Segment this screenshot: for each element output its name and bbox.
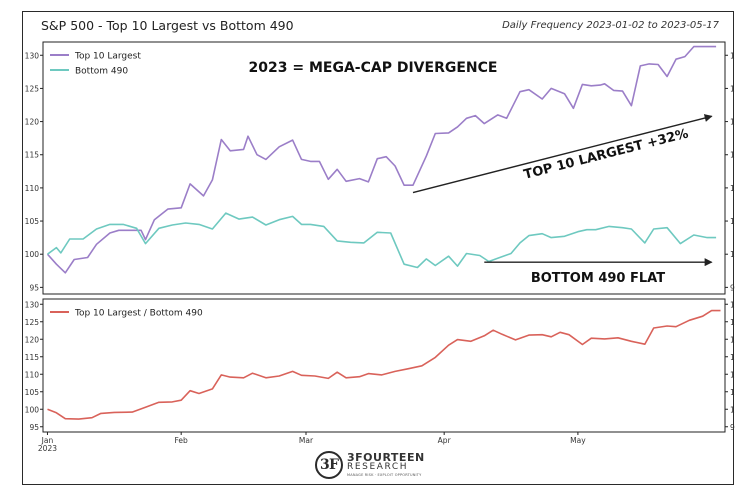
legend-label-bottom490: Bottom 490 [75, 67, 128, 77]
y-tick-label-left: 105 [25, 388, 40, 397]
chart-frame: S&P 500 - Top 10 Largest vs Bottom 490 D… [22, 11, 735, 485]
x-tick-label: Apr [438, 436, 452, 445]
y-tick-label-left: 100 [25, 405, 40, 414]
x-tick-label: Jan [41, 436, 54, 445]
y-tick-label-left: 105 [25, 217, 40, 226]
legend-label-top10: Top 10 Largest [74, 52, 141, 62]
y-tick-label-left: 100 [25, 250, 40, 259]
y-tick-label-right: 130 [730, 51, 735, 60]
y-tick-label-right: 110 [730, 184, 735, 193]
y-tick-label-left: 125 [25, 318, 40, 327]
y-tick-label-right: 95 [730, 283, 735, 292]
y-tick-label-right: 120 [730, 118, 735, 127]
y-tick-label-right: 120 [730, 335, 735, 344]
y-tick-label-left: 130 [25, 300, 40, 309]
annotation-arrow-1 [412, 114, 713, 194]
plot-area-1 [42, 41, 726, 295]
y-tick-label-left: 95 [29, 283, 39, 292]
y-tick-label-left: 120 [25, 118, 40, 127]
x-tick-label: 2023 [38, 444, 57, 453]
series-line-bottom490 [47, 212, 717, 269]
logo-tagline: MANAGE RISK · EXPLOIT OPPORTUNITY [347, 473, 422, 477]
logo-subtitle: RESEARCH [347, 462, 409, 472]
y-tick-label-right: 100 [730, 405, 735, 414]
y-tick-label-right: 125 [730, 318, 735, 327]
chart-subtitle: Daily Frequency 2023-01-02 to 2023-05-17 [502, 20, 719, 31]
chart-title: S&P 500 - Top 10 Largest vs Bottom 490 [41, 18, 294, 33]
y-tick-label-right: 95 [730, 423, 735, 432]
series-line-ratio [47, 309, 721, 420]
x-tick-label: Mar [299, 436, 314, 445]
y-tick-label-right: 130 [730, 300, 735, 309]
y-tick-label-left: 110 [25, 184, 40, 193]
legend-label-ratio: Top 10 Largest / Bottom 490 [74, 309, 203, 319]
plot-area-2 [42, 298, 726, 433]
y-tick-label-right: 105 [730, 388, 735, 397]
y-tick-label-left: 115 [25, 151, 40, 160]
x-tick-label: Feb [175, 436, 189, 445]
y-tick-label-right: 100 [730, 250, 735, 259]
y-tick-label-left: 110 [25, 370, 40, 379]
y-tick-label-left: 130 [25, 51, 40, 60]
y-tick-label-right: 115 [730, 151, 735, 160]
y-tick-label-right: 125 [730, 84, 735, 93]
annotation-label-bottom490: BOTTOM 490 FLAT [531, 271, 665, 286]
y-tick-label-left: 95 [29, 423, 39, 432]
y-tick-label-left: 115 [25, 353, 40, 362]
chart-headline: 2023 = MEGA-CAP DIVERGENCE [249, 60, 498, 76]
y-tick-label-right: 115 [730, 353, 735, 362]
chart-canvas: 95 95 100 100 105 105 110 110 115 115 120 120 125 125… [25, 41, 735, 453]
annotation-label-top10: TOP 10 LARGEST +32% [522, 126, 690, 182]
x-tick-label: May [570, 436, 586, 445]
y-tick-label-left: 125 [25, 84, 40, 93]
series-line-top10 [46, 45, 717, 274]
logo-name: 3FOURTEEN [347, 451, 425, 464]
y-tick-label-right: 105 [730, 217, 735, 226]
y-tick-label-right: 110 [730, 370, 735, 379]
y-tick-label-left: 120 [25, 335, 40, 344]
